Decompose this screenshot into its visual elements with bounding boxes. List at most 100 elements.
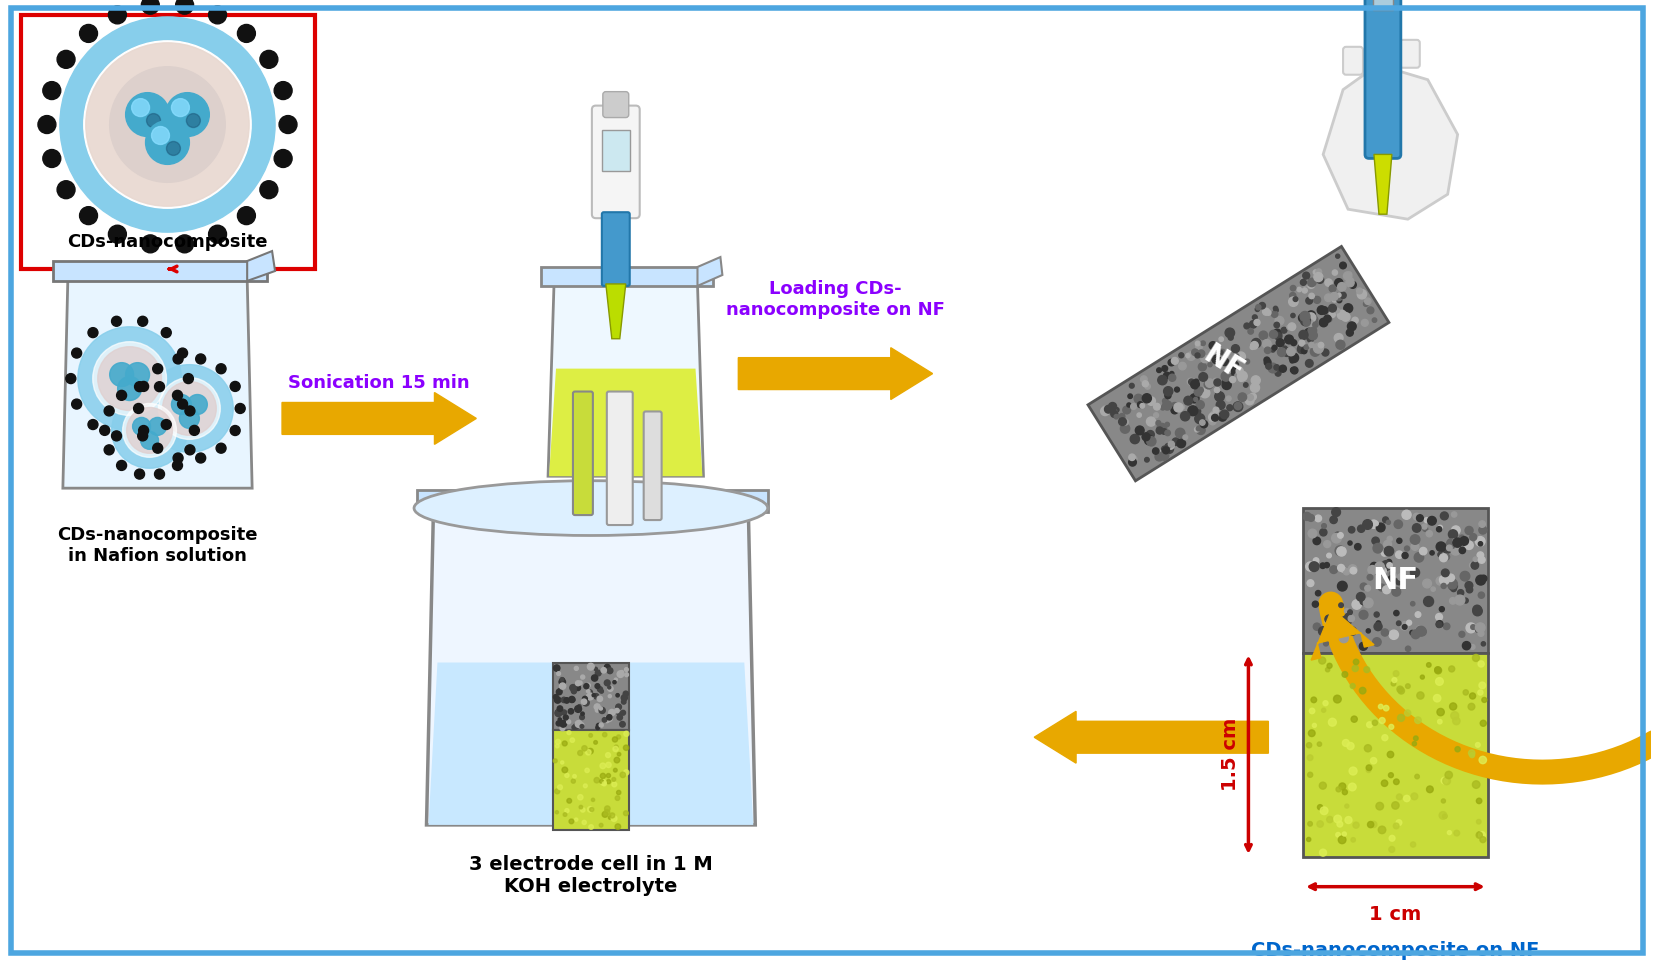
Circle shape bbox=[571, 738, 574, 742]
Circle shape bbox=[1327, 317, 1331, 321]
Circle shape bbox=[1227, 404, 1232, 411]
Circle shape bbox=[1331, 508, 1340, 516]
Circle shape bbox=[1479, 526, 1487, 534]
Circle shape bbox=[134, 382, 144, 392]
Circle shape bbox=[604, 717, 610, 723]
Circle shape bbox=[174, 354, 184, 364]
Circle shape bbox=[1464, 575, 1469, 579]
Circle shape bbox=[1317, 306, 1327, 315]
Circle shape bbox=[1452, 538, 1462, 547]
Circle shape bbox=[1193, 407, 1201, 415]
Circle shape bbox=[1477, 819, 1480, 824]
Circle shape bbox=[615, 796, 620, 800]
Circle shape bbox=[1331, 297, 1336, 302]
Circle shape bbox=[149, 418, 167, 435]
Circle shape bbox=[595, 684, 600, 688]
Circle shape bbox=[1348, 616, 1355, 621]
Circle shape bbox=[1338, 603, 1343, 608]
Circle shape bbox=[1345, 609, 1350, 614]
Circle shape bbox=[1378, 584, 1384, 591]
Circle shape bbox=[1439, 554, 1447, 562]
Circle shape bbox=[1145, 384, 1150, 389]
Circle shape bbox=[1327, 553, 1331, 558]
Circle shape bbox=[1384, 540, 1391, 548]
Circle shape bbox=[1234, 402, 1242, 409]
Circle shape bbox=[1310, 708, 1315, 714]
Circle shape bbox=[604, 810, 610, 815]
Circle shape bbox=[1434, 667, 1441, 673]
Circle shape bbox=[1394, 520, 1403, 529]
Polygon shape bbox=[1323, 65, 1457, 219]
Circle shape bbox=[1442, 814, 1447, 818]
Circle shape bbox=[162, 381, 217, 435]
Circle shape bbox=[1388, 576, 1394, 583]
Circle shape bbox=[1229, 335, 1234, 340]
Circle shape bbox=[1313, 272, 1323, 282]
Circle shape bbox=[43, 82, 61, 99]
Circle shape bbox=[1351, 665, 1358, 672]
Circle shape bbox=[66, 373, 76, 383]
Circle shape bbox=[1426, 663, 1431, 667]
Circle shape bbox=[1212, 407, 1219, 413]
Circle shape bbox=[1404, 546, 1409, 551]
Circle shape bbox=[1393, 677, 1398, 682]
Circle shape bbox=[607, 686, 610, 689]
Circle shape bbox=[1327, 627, 1333, 633]
Circle shape bbox=[600, 668, 607, 673]
Circle shape bbox=[1259, 302, 1265, 309]
Circle shape bbox=[1477, 552, 1484, 559]
Circle shape bbox=[1419, 547, 1427, 555]
Circle shape bbox=[1143, 381, 1148, 387]
Circle shape bbox=[1447, 579, 1457, 589]
Circle shape bbox=[235, 403, 245, 413]
Circle shape bbox=[1171, 402, 1178, 410]
Circle shape bbox=[1284, 346, 1287, 350]
Circle shape bbox=[1338, 283, 1346, 291]
Circle shape bbox=[1343, 568, 1350, 575]
Text: Sonication 15 min: Sonication 15 min bbox=[288, 373, 470, 392]
Circle shape bbox=[1346, 742, 1355, 750]
Circle shape bbox=[1371, 538, 1379, 544]
Circle shape bbox=[556, 709, 561, 715]
Circle shape bbox=[564, 773, 569, 778]
Circle shape bbox=[1343, 304, 1353, 313]
Circle shape bbox=[1469, 563, 1475, 568]
Circle shape bbox=[275, 82, 293, 99]
Circle shape bbox=[1413, 524, 1421, 533]
Circle shape bbox=[154, 382, 164, 392]
Circle shape bbox=[1379, 718, 1384, 724]
Circle shape bbox=[1156, 427, 1163, 434]
Text: 3 electrode cell in 1 M
KOH electrolyte: 3 electrode cell in 1 M KOH electrolyte bbox=[470, 855, 713, 896]
Circle shape bbox=[1353, 822, 1360, 828]
Circle shape bbox=[1164, 423, 1169, 427]
Circle shape bbox=[625, 668, 629, 672]
FancyArrow shape bbox=[738, 347, 933, 400]
Circle shape bbox=[1221, 358, 1229, 366]
FancyBboxPatch shape bbox=[552, 663, 629, 731]
Circle shape bbox=[1300, 279, 1307, 286]
Circle shape bbox=[1442, 777, 1451, 785]
Circle shape bbox=[622, 700, 625, 704]
Circle shape bbox=[1479, 832, 1485, 839]
Circle shape bbox=[1279, 365, 1287, 372]
Circle shape bbox=[1444, 623, 1451, 629]
Circle shape bbox=[602, 812, 609, 817]
Circle shape bbox=[1298, 330, 1308, 340]
Circle shape bbox=[1330, 565, 1338, 573]
Circle shape bbox=[597, 687, 602, 692]
Circle shape bbox=[556, 721, 561, 726]
Circle shape bbox=[1189, 379, 1194, 385]
Circle shape bbox=[567, 720, 571, 724]
Circle shape bbox=[589, 825, 594, 829]
Circle shape bbox=[1159, 451, 1169, 460]
Circle shape bbox=[571, 689, 577, 694]
Circle shape bbox=[208, 6, 227, 24]
Circle shape bbox=[1222, 378, 1229, 385]
Circle shape bbox=[1414, 553, 1424, 562]
Circle shape bbox=[1441, 512, 1449, 520]
Circle shape bbox=[60, 17, 275, 233]
Circle shape bbox=[1307, 580, 1313, 587]
Circle shape bbox=[1437, 708, 1444, 716]
Circle shape bbox=[1366, 629, 1371, 633]
Circle shape bbox=[605, 753, 610, 758]
